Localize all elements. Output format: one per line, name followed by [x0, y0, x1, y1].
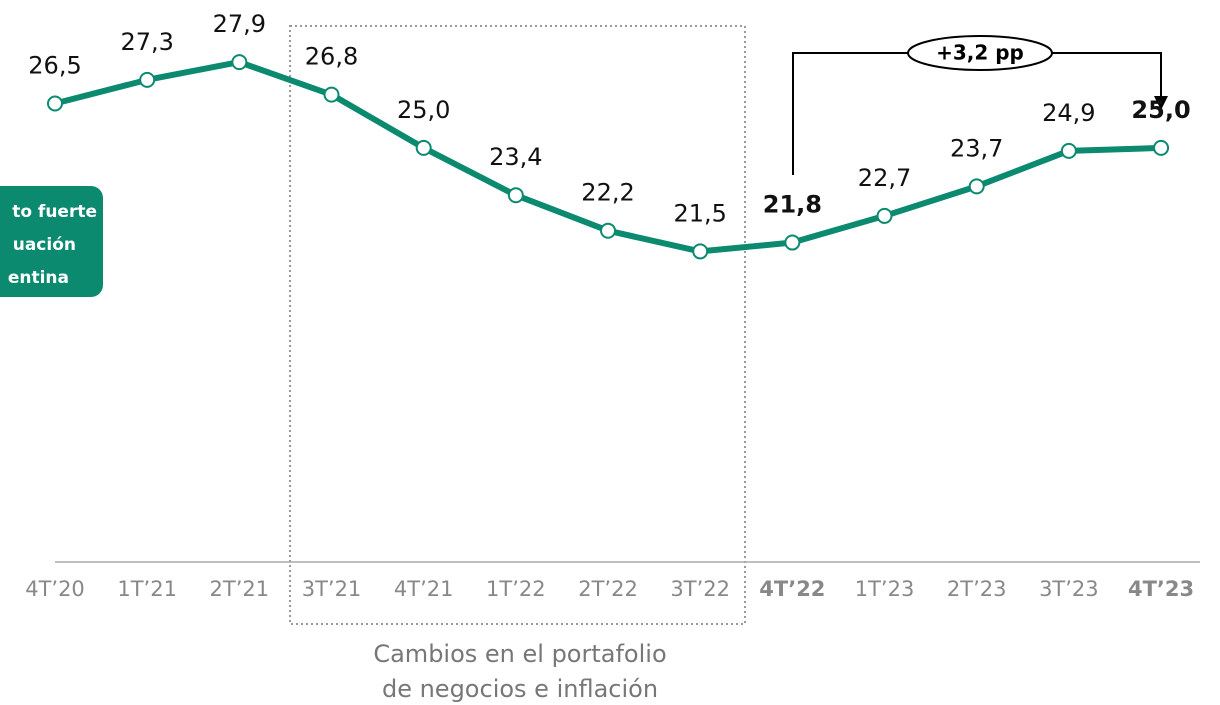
change-badge: [907, 35, 1053, 71]
x-tick-label: 2T’21: [210, 577, 270, 601]
x-tick-label: 4T’20: [25, 577, 85, 601]
value-label: 27,9: [213, 10, 266, 38]
value-label: 25,0: [1131, 96, 1190, 124]
x-tick-label: 4T’22: [759, 577, 825, 601]
x-tick-label: 3T’23: [1039, 577, 1099, 601]
badge-text: to fuerte: [12, 202, 97, 222]
point: [415, 139, 432, 156]
point: [876, 207, 893, 224]
point: [784, 234, 801, 251]
point: [600, 222, 617, 239]
value-label: 23,4: [489, 143, 542, 171]
x-tick-label: 1T’21: [117, 577, 177, 601]
value-label: 22,7: [858, 164, 911, 192]
box-label: de negocios e inflación: [382, 675, 658, 703]
x-tick-label: 3T’21: [302, 577, 362, 601]
value-label: 26,5: [28, 52, 81, 80]
highlight-box: [289, 25, 746, 625]
point: [507, 187, 524, 204]
point: [1060, 142, 1077, 159]
change-label: +3,2 pp: [936, 41, 1024, 65]
value-label: 21,8: [763, 191, 822, 219]
point: [47, 95, 63, 112]
arrow-head: [1154, 96, 1168, 110]
value-label: 25,0: [397, 96, 450, 124]
badge-text: entina: [8, 268, 69, 288]
badge: [0, 186, 103, 297]
box-label: Cambios en el portafolio: [373, 640, 666, 668]
value-label: 21,5: [673, 199, 726, 227]
point: [1153, 139, 1170, 156]
x-tick-label: 4T’23: [1128, 577, 1194, 601]
x-tick-label: 2T’23: [947, 577, 1007, 601]
value-label: 27,3: [120, 28, 173, 56]
value-label: 23,7: [950, 134, 1003, 162]
point: [692, 243, 709, 260]
x-tick-label: 2T’22: [578, 577, 638, 601]
x-tick-label: 1T’23: [855, 577, 915, 601]
value-label: 26,8: [305, 43, 358, 71]
point: [323, 86, 340, 103]
point: [139, 71, 156, 88]
x-tick-label: 3T’22: [670, 577, 730, 601]
x-tick-label: 4T’21: [394, 577, 454, 601]
point: [968, 178, 985, 195]
x-tick-label: 1T’22: [486, 577, 546, 601]
value-label: 22,2: [581, 179, 634, 207]
badge-text: uación: [13, 235, 76, 255]
point: [231, 54, 248, 71]
value-label: 24,9: [1042, 99, 1095, 127]
